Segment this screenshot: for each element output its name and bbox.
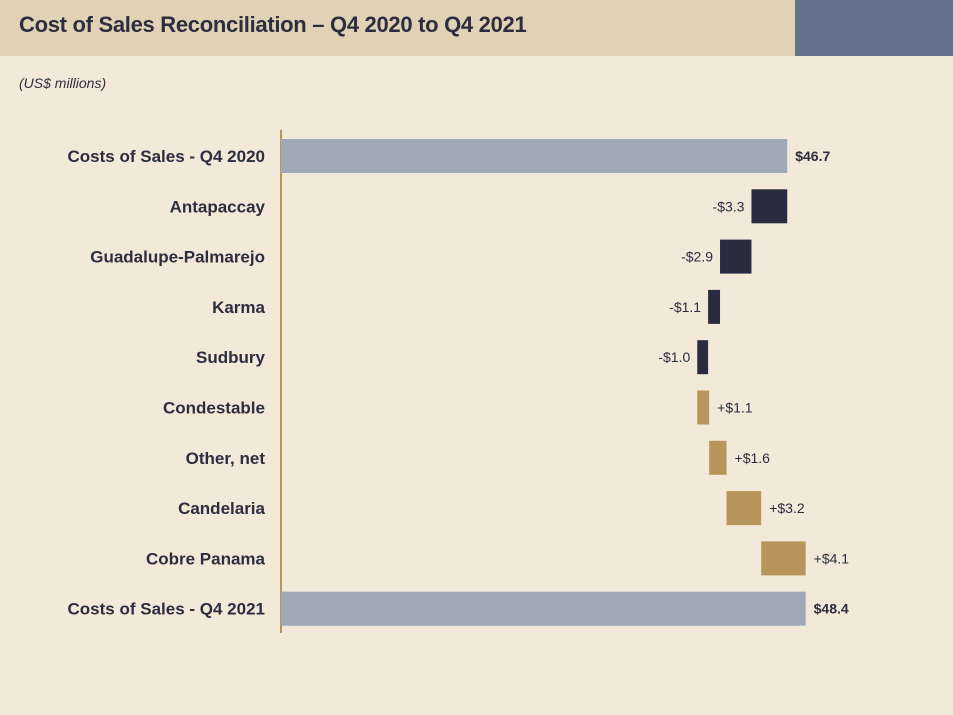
value-label: +$1.1 — [717, 400, 753, 416]
category-label: Cobre Panama — [146, 549, 266, 568]
value-label: $46.7 — [795, 148, 830, 164]
value-label: +$1.6 — [735, 450, 771, 466]
total-bar — [281, 139, 788, 173]
value-label: -$1.0 — [658, 349, 690, 365]
title-bar: Cost of Sales Reconciliation – Q4 2020 t… — [0, 0, 795, 56]
category-label: Candelaria — [178, 499, 265, 518]
value-label: -$2.9 — [681, 249, 713, 265]
increase-bar — [697, 390, 710, 425]
category-label: Guadalupe-Palmarejo — [90, 248, 265, 267]
title-accent-block — [795, 0, 953, 56]
category-label: Costs of Sales - Q4 2021 — [68, 600, 265, 619]
category-label: Costs of Sales - Q4 2020 — [68, 147, 265, 166]
value-label: +$4.1 — [814, 550, 850, 566]
value-label: -$3.3 — [713, 198, 745, 214]
value-label: -$1.1 — [669, 299, 701, 315]
value-label: $48.4 — [814, 601, 849, 617]
decrease-bar — [720, 239, 752, 274]
decrease-bar — [751, 189, 788, 224]
category-label: Other, net — [186, 449, 266, 468]
category-label: Karma — [212, 298, 265, 317]
total-bar — [281, 591, 806, 626]
decrease-bar — [708, 289, 721, 324]
category-label: Sudbury — [196, 348, 265, 367]
units-subtitle: (US$ millions) — [19, 75, 107, 91]
page-title: Cost of Sales Reconciliation – Q4 2020 t… — [19, 12, 527, 37]
decrease-bar — [697, 340, 709, 375]
increase-bar — [761, 541, 806, 576]
increase-bar — [726, 491, 762, 526]
value-label: +$3.2 — [769, 500, 805, 516]
category-label: Antapaccay — [170, 197, 266, 216]
increase-bar — [709, 440, 727, 475]
category-label: Condestable — [163, 399, 265, 418]
